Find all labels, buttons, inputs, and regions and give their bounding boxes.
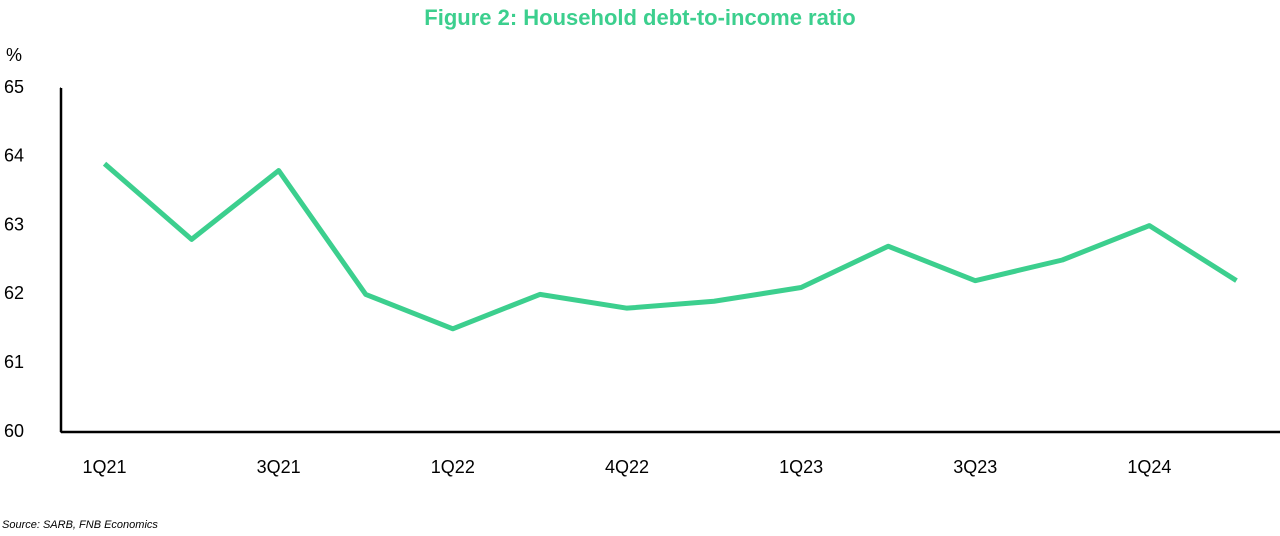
source: Source: SARB, FNB Economics [2, 519, 158, 531]
x-tick-label: 1Q23 [779, 457, 823, 477]
x-tick-label: 1Q21 [83, 457, 127, 477]
chart-title: Figure 2: Household debt-to-income ratio [424, 5, 855, 30]
y-tick-label: 63 [4, 214, 24, 234]
y-tick-label: 65 [4, 77, 24, 97]
y-tick-label: 61 [4, 352, 24, 372]
x-tick-label: 3Q21 [257, 457, 301, 477]
y-tick-label: 62 [4, 283, 24, 303]
y-axis-label: % [6, 45, 22, 65]
x-tick-label: 4Q22 [605, 457, 649, 477]
x-tick-label: 3Q23 [953, 457, 997, 477]
x-tick-label: 1Q22 [431, 457, 475, 477]
line [102, 161, 1238, 332]
y-tick-label: 64 [4, 146, 24, 166]
x-tick-label: 1Q24 [1127, 457, 1171, 477]
y-tick-label: 60 [4, 421, 24, 441]
